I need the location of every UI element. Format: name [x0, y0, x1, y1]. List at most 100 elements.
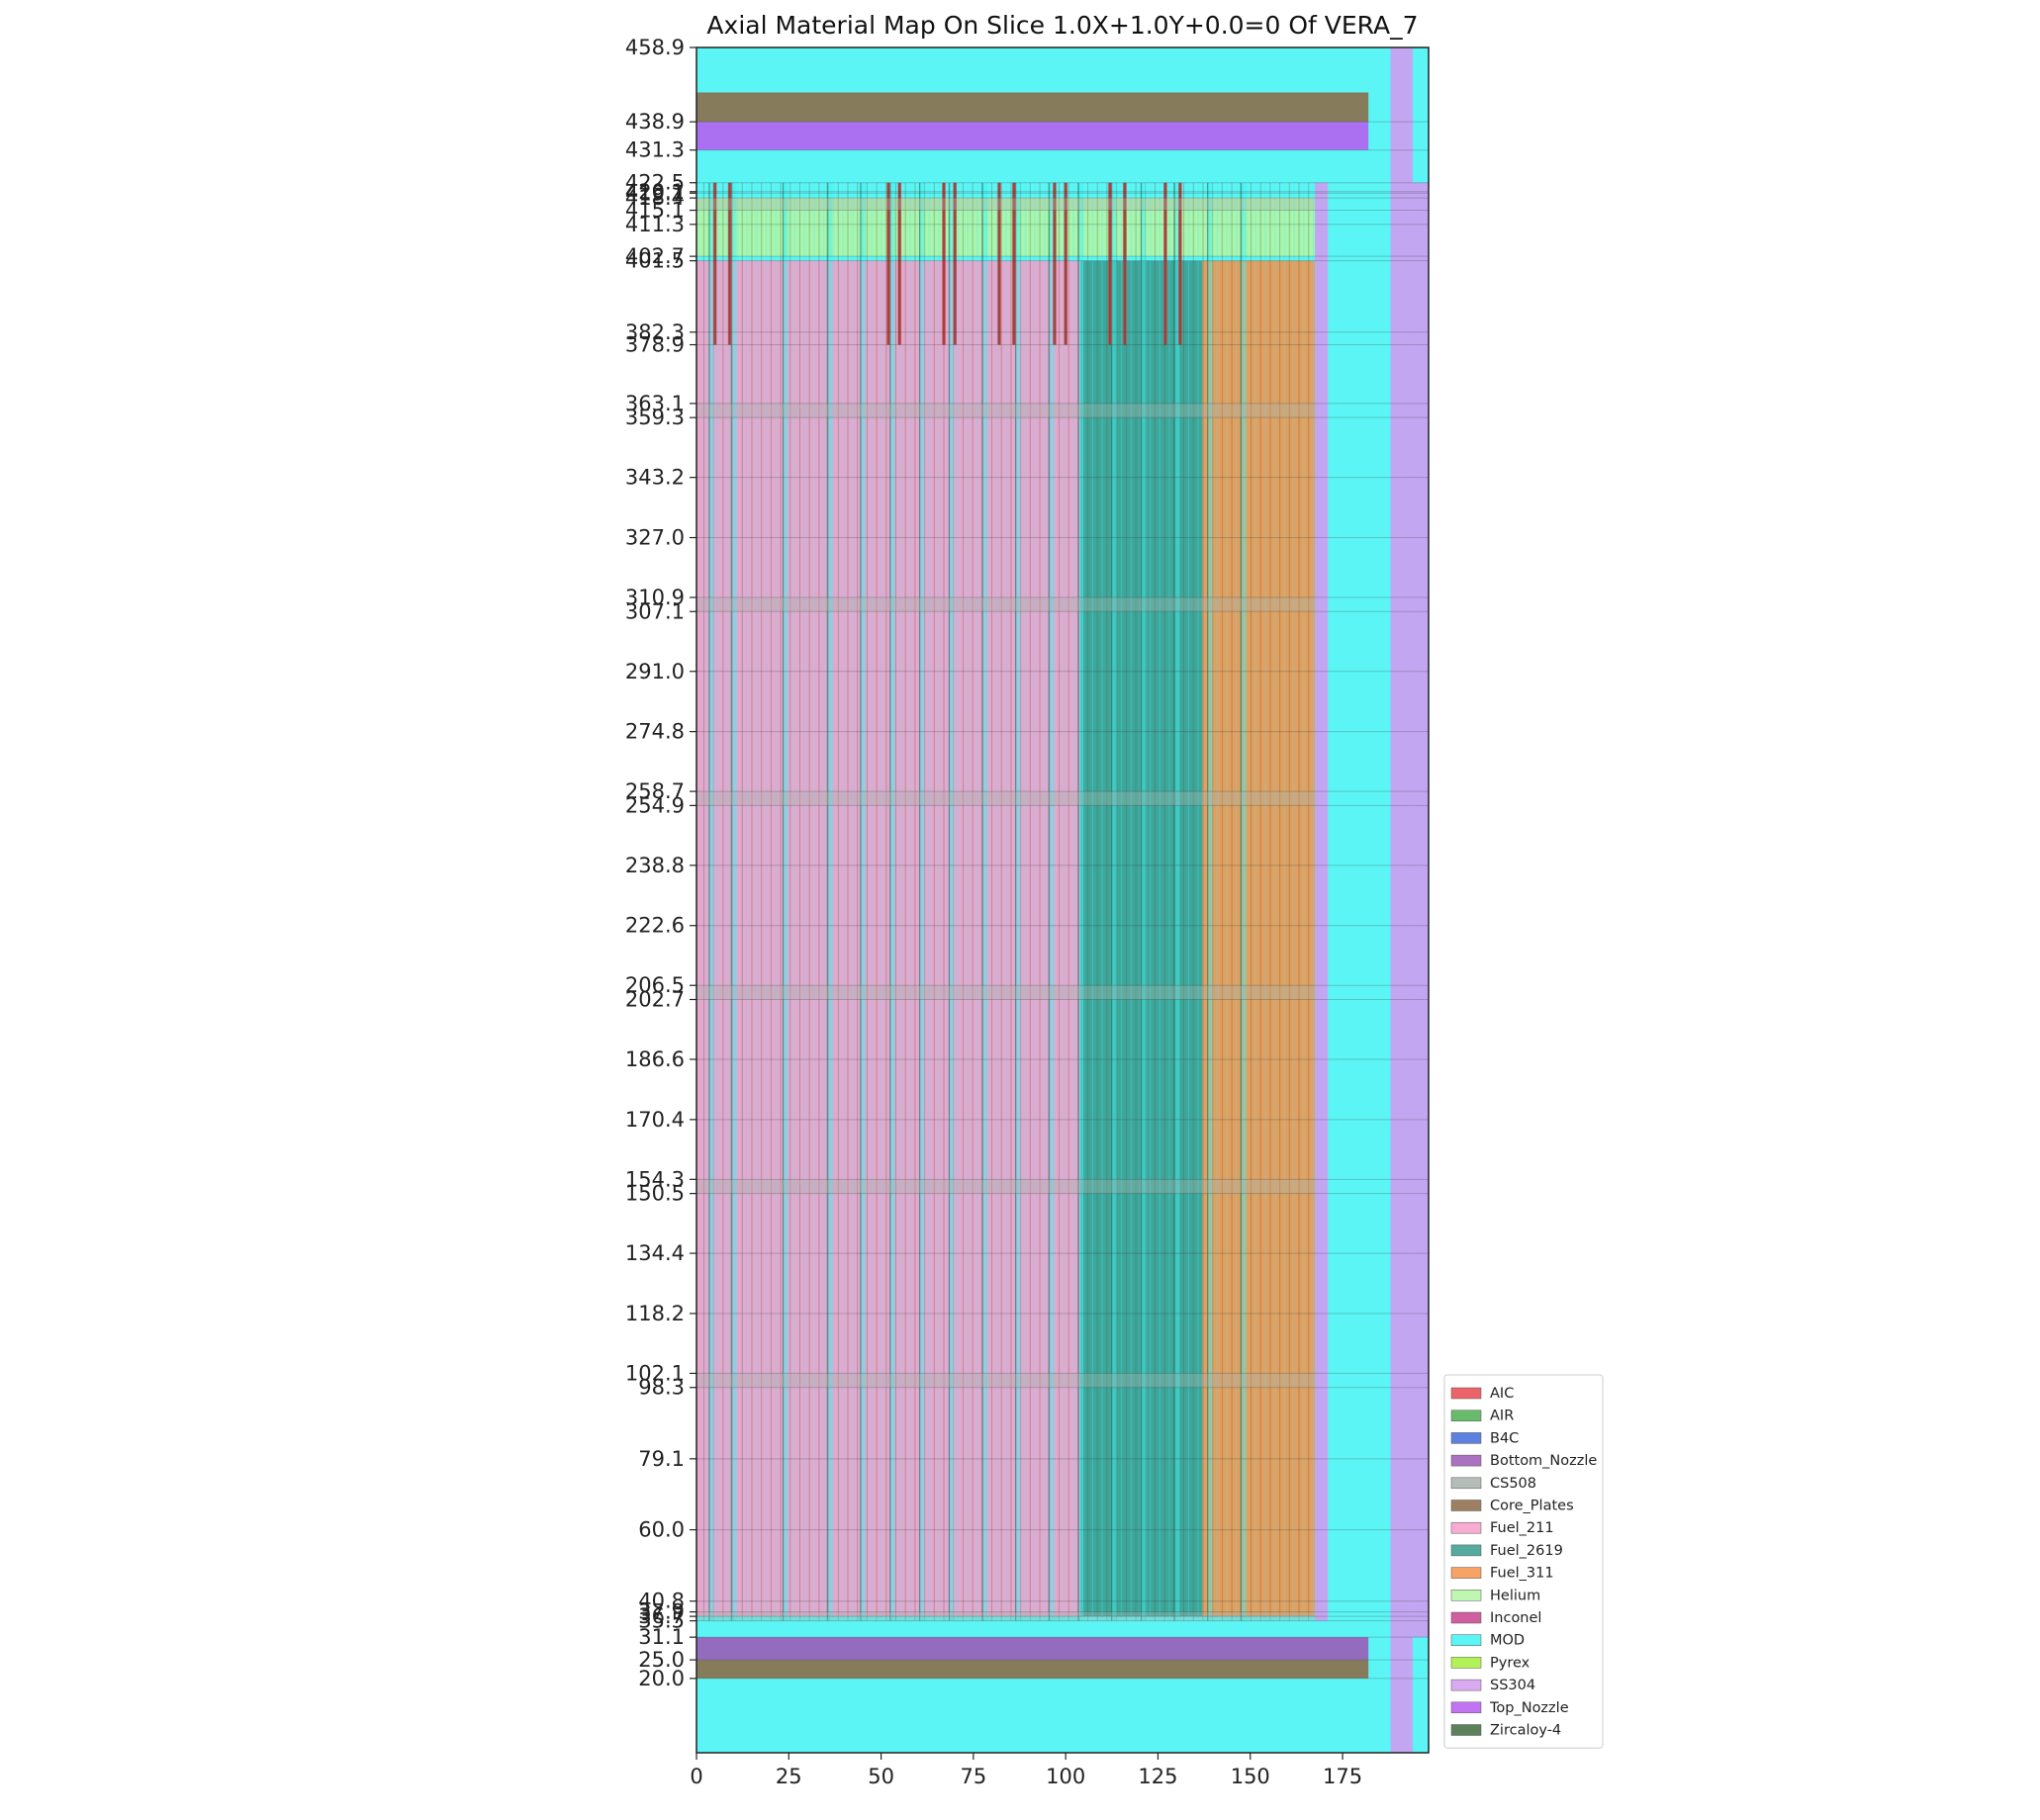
spacer-grid-band [696, 1611, 1316, 1621]
legend-swatch-mod [1450, 1634, 1482, 1646]
fuel-rod-columns [696, 182, 1316, 1621]
x-tick-label: 100 [1046, 1765, 1085, 1788]
guide-tube-column [783, 182, 788, 1621]
y-tick-label: 170.4 [625, 1108, 685, 1132]
spacer-grid-band [696, 597, 1316, 612]
control-rod-core [898, 182, 901, 345]
control-rod-core [1064, 182, 1067, 345]
spacer-grid-band [696, 791, 1316, 806]
legend-label-mod: MOD [1490, 1633, 1525, 1649]
y-tick-label: 31.1 [638, 1625, 685, 1649]
y-tick-label: 419.7 [625, 181, 685, 205]
guide-tube-column [889, 182, 895, 1621]
y-tick-label: 118.2 [625, 1302, 685, 1325]
y-tick-label: 60.0 [638, 1518, 685, 1542]
y-tick-label: 418.4 [625, 186, 685, 210]
guide-tube-column [1174, 182, 1180, 1621]
y-tick-label: 401.5 [625, 249, 685, 273]
y-tick-label: 186.6 [625, 1047, 685, 1071]
guide-tube-column [982, 182, 988, 1621]
y-tick-label: 40.8 [638, 1590, 685, 1613]
region-core-plates-4 [696, 92, 1369, 123]
y-tick-label: 25.0 [638, 1648, 685, 1672]
y-tick-label: 102.1 [625, 1361, 685, 1385]
legend-label-core_plates: Core_Plates [1490, 1499, 1574, 1514]
plot-frame [695, 46, 1430, 1754]
legend-swatch-top_nozzle [1450, 1701, 1482, 1714]
y-tick-label: 35.5 [638, 1609, 685, 1633]
legend-label-pyrex: Pyrex [1490, 1655, 1530, 1671]
guide-tube-column [827, 182, 833, 1621]
region-ss304-5 [1390, 47, 1413, 1753]
y-tick-label: 254.9 [625, 793, 685, 817]
guide-tube-column [1141, 182, 1147, 1621]
spacer-grid-band [696, 403, 1316, 418]
control-rod-core [728, 182, 731, 345]
legend-frame [1443, 1374, 1604, 1749]
legend-label-fuel_211: Fuel_211 [1490, 1520, 1554, 1536]
guide-tube-column [731, 182, 737, 1621]
y-tick-label: 363.1 [625, 392, 685, 415]
y-tick-label: 258.7 [625, 779, 685, 803]
material-regions [696, 47, 1429, 1753]
legend-swatch-inconel [1450, 1611, 1482, 1624]
y-tick-label: 206.5 [625, 973, 685, 997]
legend-label-top_nozzle: Top_Nozzle [1489, 1700, 1569, 1716]
guide-tube-column [1111, 182, 1117, 1621]
legend-label-ss304: SS304 [1490, 1678, 1535, 1693]
y-tick-label: 134.4 [625, 1241, 685, 1265]
legend-label-inconel: Inconel [1490, 1610, 1541, 1626]
y-tick-label: 307.1 [625, 599, 685, 623]
region-bottom-nozzle-2 [696, 1637, 1369, 1661]
y-tick-label: 359.3 [625, 406, 685, 429]
control-rod-core [954, 182, 957, 345]
legend-swatch-ss304 [1450, 1679, 1482, 1691]
y-tick-label: 411.3 [625, 213, 685, 236]
spacer-grid-band [696, 985, 1316, 1000]
x-tick-label: 50 [868, 1765, 894, 1788]
region-ss304-7 [1315, 182, 1329, 1621]
control-rod-core [1123, 182, 1127, 345]
control-rod-core [997, 182, 1001, 345]
y-tick-label: 79.1 [638, 1447, 685, 1471]
legend-label-fuel_311: Fuel_311 [1490, 1566, 1554, 1582]
legend-label-helium: Helium [1490, 1588, 1540, 1603]
legend-label-aic: AIC [1490, 1386, 1514, 1402]
x-axis-ticks: 0 25 50 75 100 125 150 175 [690, 1753, 1362, 1788]
y-tick-label: 310.9 [625, 586, 685, 609]
y-tick-label: 36.7 [638, 1604, 685, 1628]
legend-swatch-cs508 [1450, 1477, 1482, 1490]
legend-label-b4c: B4C [1490, 1430, 1519, 1446]
control-rod-core [1178, 182, 1182, 345]
legend-swatch-fuel_211 [1450, 1521, 1482, 1534]
y-tick-label: 98.3 [638, 1376, 685, 1400]
y-tick-label: 37.9 [638, 1600, 685, 1624]
y-tick-label: 438.9 [625, 110, 685, 134]
legend-swatch-zircaloy-4 [1450, 1724, 1482, 1736]
y-tick-label: 343.2 [625, 466, 685, 490]
legend-swatch-bottom_nozzle [1450, 1454, 1482, 1467]
y-tick-label: 378.9 [625, 333, 685, 357]
legend-swatch-fuel_2619 [1450, 1544, 1482, 1557]
guide-tube-column [949, 182, 955, 1621]
guide-tube-column [1207, 182, 1213, 1621]
guide-tube-column [919, 182, 925, 1621]
x-tick-label: 0 [690, 1765, 702, 1788]
y-tick-label: 420.1 [625, 180, 685, 204]
legend-swatch-b4c [1450, 1432, 1482, 1444]
y-tick-label: 458.9 [625, 36, 685, 59]
legend-label-zircaloy-4: Zircaloy-4 [1490, 1723, 1561, 1739]
legend-swatch-pyrex [1450, 1657, 1482, 1669]
y-tick-label: 238.8 [625, 854, 685, 877]
control-rod-core [1108, 182, 1112, 345]
y-tick-label: 274.8 [625, 720, 685, 744]
spacer-grid-band [696, 1373, 1316, 1388]
control-rod-core [942, 182, 946, 345]
legend-swatch-helium [1450, 1590, 1482, 1601]
guide-tube-column [1241, 182, 1247, 1621]
legend-label-fuel_2619: Fuel_2619 [1490, 1543, 1563, 1559]
legend-label-air: AIR [1490, 1409, 1514, 1424]
region-fuel-211-8 [696, 260, 1081, 1617]
y-tick-label: 327.0 [625, 526, 685, 550]
control-rod-core [886, 182, 890, 345]
